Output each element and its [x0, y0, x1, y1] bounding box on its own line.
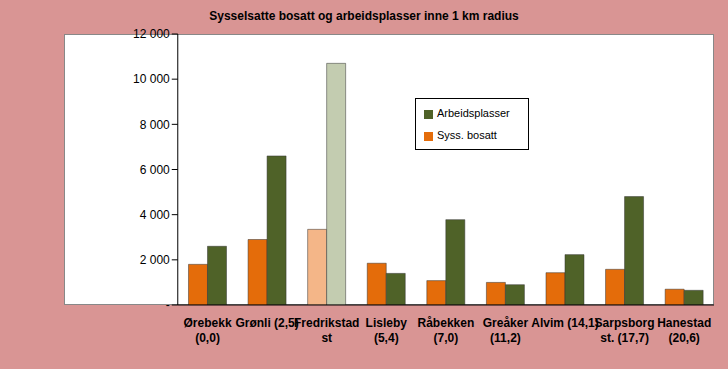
html-text:Sysselsatte bosatt og arbeidsp: Sysselsatte bosatt og arbeidsplasser inn… [209, 9, 519, 23]
svg-text:Råbekken(7,0): Råbekken(7,0) [418, 316, 475, 345]
svg-text:Grønli (2,5): Grønli (2,5) [235, 316, 298, 330]
svg-text:12 000: 12 000 [133, 27, 170, 41]
html-text:Arbeidsplasser: Arbeidsplasser [437, 107, 510, 119]
svg-text:2 000: 2 000 [140, 253, 170, 267]
svg-text:Lisleby(5,4): Lisleby(5,4) [366, 316, 408, 345]
svg-text:Greåker(11,2): Greåker(11,2) [483, 316, 529, 345]
html-text:Syss. bosatt: Syss. bosatt [437, 129, 497, 141]
svg-text:Sarpsborgst. (17,7): Sarpsborgst. (17,7) [595, 316, 655, 345]
svg-text:Fredrikstadst: Fredrikstadst [294, 316, 359, 345]
svg-text:8 000: 8 000 [140, 118, 170, 132]
svg-text:Ørebekk(0,0): Ørebekk(0,0) [184, 316, 232, 345]
svg-text:6 000: 6 000 [140, 163, 170, 177]
svg-text:-: - [166, 298, 170, 312]
svg-text:Alvim (14,1): Alvim (14,1) [531, 316, 598, 330]
svg-text:4 000: 4 000 [140, 208, 170, 222]
svg-text:Hanestad(20,6): Hanestad(20,6) [657, 316, 711, 345]
svg-text:10 000: 10 000 [133, 72, 170, 86]
